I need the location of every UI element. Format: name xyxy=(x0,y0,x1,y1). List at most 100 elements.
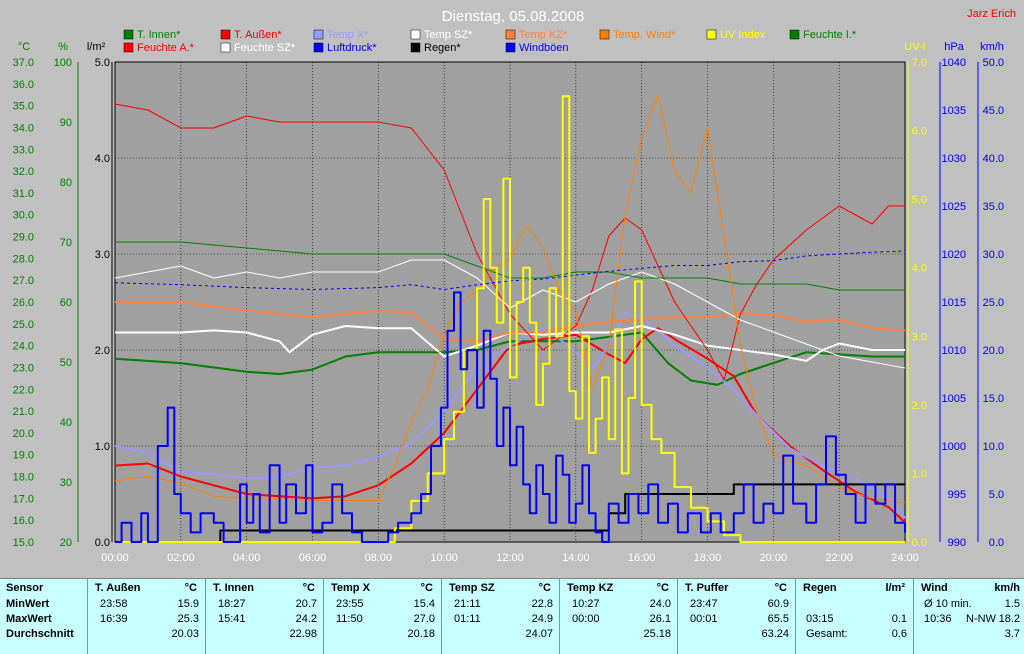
temp-tick-label: 33.0 xyxy=(13,144,34,156)
uv-tick-label: 3.0 xyxy=(912,331,927,343)
pressure-tick-label: 1005 xyxy=(942,393,966,405)
series-temp-x xyxy=(114,311,906,519)
series-windb-en xyxy=(115,291,906,543)
stats-sensor-name: Wind xyxy=(921,582,948,594)
pressure-tick-label: 995 xyxy=(948,489,966,501)
temp-tick-label: 18.0 xyxy=(13,472,34,484)
legend-swatch xyxy=(123,29,134,40)
left-axis-unit: % xyxy=(58,41,68,53)
legend-label: Temp KZ* xyxy=(519,29,568,41)
stats-rain-column: Regen l/m² 03:15 0.1 Gesamt: 0.6 xyxy=(796,579,914,654)
pressure-tick-label: 1010 xyxy=(942,345,966,357)
stats-wind-avg-row: Ø 10 min. 1.5 xyxy=(914,597,1024,612)
temp-tick-label: 32.0 xyxy=(13,166,34,178)
time-tick-label: 12:00 xyxy=(496,552,524,564)
stats-header: Temp X °C xyxy=(324,581,441,596)
wind-tick-label: 5.0 xyxy=(989,489,1004,501)
stats-wind-max: 18.2 xyxy=(998,613,1020,625)
stats-max-row: 15:41 24.2 xyxy=(206,612,323,627)
stats-min-row: 21:11 22.8 xyxy=(442,597,559,612)
stats-avg-row: 22.98 xyxy=(206,627,323,642)
stats-min-time: 23:47 xyxy=(690,598,718,610)
humidity-tick-label: 40 xyxy=(60,417,72,429)
wind-tick-label: 0.0 xyxy=(989,537,1004,549)
stats-sensor-name: Temp X xyxy=(331,582,370,594)
wind-tick-label: 45.0 xyxy=(983,105,1004,117)
uv-tick-label: 6.0 xyxy=(912,126,927,138)
legend-swatch xyxy=(220,29,231,40)
temp-tick-label: 20.0 xyxy=(13,428,34,440)
temp-tick-label: 21.0 xyxy=(13,406,34,418)
legend-swatch xyxy=(410,29,421,40)
legend-label: Temp SZ* xyxy=(424,29,473,41)
series-t-innen xyxy=(114,331,905,386)
legend-swatch xyxy=(123,42,134,53)
humidity-tick-label: 70 xyxy=(60,237,72,249)
wind-tick-label: 30.0 xyxy=(983,249,1004,261)
legend-swatch xyxy=(789,29,800,40)
stats-avg-row: 20.18 xyxy=(324,627,441,642)
uv-tick-label: 4.0 xyxy=(912,263,927,275)
stats-wind-max-row: 10:36 N-NW 18.2 xyxy=(914,612,1024,627)
stats-rain-total-label: Gesamt: xyxy=(806,628,848,640)
temp-tick-label: 29.0 xyxy=(13,232,34,244)
pressure-tick-label: 1000 xyxy=(942,441,966,453)
stats-header: T. Innen °C xyxy=(206,581,323,596)
axes: 37.0 36.0 35.0 34.0 33.0 32.0 31.0 30.0 29.0 28.0… xyxy=(13,41,1004,564)
stats-row-label-text: MaxWert xyxy=(6,613,52,625)
stats-row-label: MaxWert xyxy=(0,612,87,627)
pressure-tick-label: 1015 xyxy=(942,297,966,309)
temp-tick-label: 30.0 xyxy=(13,210,34,222)
stats-min-value: 15.4 xyxy=(413,598,435,610)
series-feuchte-a xyxy=(114,103,905,381)
stats-sensor-name: Temp SZ xyxy=(449,582,495,594)
rain-tick-label: 3.0 xyxy=(95,249,110,261)
stats-max-time: 00:01 xyxy=(690,613,718,625)
legend-swatch xyxy=(313,42,324,53)
stats-avg-value: 20.18 xyxy=(407,628,435,640)
stats-rain-value: 0.1 xyxy=(891,613,907,625)
uv-tick-label: 0.0 xyxy=(912,537,927,549)
stats-rain-time: 03:15 xyxy=(806,613,834,625)
temp-tick-label: 28.0 xyxy=(13,253,34,265)
humidity-tick-label: 50 xyxy=(60,357,72,369)
stats-rain-total: 0.6 xyxy=(891,628,907,640)
time-tick-label: 18:00 xyxy=(694,552,722,564)
legend-swatch xyxy=(220,42,231,53)
stats-unit: °C xyxy=(538,582,551,594)
legend-swatch xyxy=(505,42,516,53)
stats-unit: °C xyxy=(774,582,787,594)
temp-tick-label: 24.0 xyxy=(13,341,34,353)
stats-max-row: 00:01 65.5 xyxy=(678,612,795,627)
stats-avg-row: 20.03 xyxy=(88,627,205,642)
stats-max-time: 01:11 xyxy=(454,613,481,625)
stats-column: Temp KZ °C 10:27 24.0 00:00 26.1 25.18 xyxy=(560,579,678,654)
stats-min-row: 23:55 15.4 xyxy=(324,597,441,612)
time-tick-label: 20:00 xyxy=(760,552,788,564)
rain-tick-label: 5.0 xyxy=(95,57,110,69)
stats-max-row: 01:11 24.9 xyxy=(442,612,559,627)
humidity-tick-label: 60 xyxy=(60,297,72,309)
time-tick-label: 02:00 xyxy=(167,552,195,564)
legend-label: Feuchte A.* xyxy=(137,42,195,54)
stats-max-time: 11:50 xyxy=(336,613,363,625)
temp-tick-label: 15.0 xyxy=(13,537,34,549)
chart-title: Dienstag, 05.08.2008 xyxy=(442,8,585,25)
stats-wind-max-dir: N-NW xyxy=(966,613,996,625)
left-axis-unit: °C xyxy=(18,41,30,53)
legend-swatch xyxy=(313,29,324,40)
legend: T. Innen* T. Außen* Temp X* Temp SZ* Temp KZ… xyxy=(123,29,857,54)
wind-tick-label: 10.0 xyxy=(983,441,1004,453)
stats-avg-value: 24.07 xyxy=(525,628,553,640)
legend-label: Temp. Wind* xyxy=(613,29,676,41)
legend-swatch xyxy=(505,29,516,40)
stats-row-label: Sensor xyxy=(0,581,87,596)
stats-wind-mean-row: 3.7 xyxy=(914,627,1024,642)
weather-chart: Dienstag, 05.08.2008 Jarz Erich T. Innen… xyxy=(13,8,1016,564)
stats-max-value: 27.0 xyxy=(413,613,435,625)
legend-swatch xyxy=(706,29,717,40)
rain-tick-label: 1.0 xyxy=(95,441,110,453)
right-axis-unit: km/h xyxy=(980,41,1004,53)
uv-tick-label: 5.0 xyxy=(912,194,927,206)
stats-rain-total-row: Gesamt: 0.6 xyxy=(796,627,913,642)
